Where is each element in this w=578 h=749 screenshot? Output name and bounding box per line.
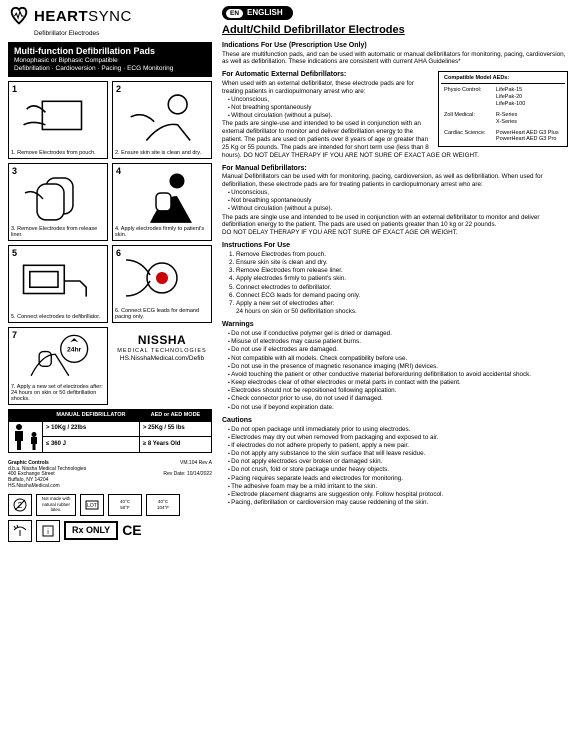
indications-section: Indications For Use (Prescription Use On… — [222, 42, 568, 66]
temp-icon: 40°C 50°F — [108, 494, 142, 516]
symbol-row: 2 Not made with natural rubber latex. LO… — [8, 494, 212, 516]
product-header: Multi-function Defibrillation Pads Monop… — [8, 42, 212, 77]
cautions-section: Cautions Do not open package until immed… — [222, 417, 568, 507]
lot-icon: LOT — [80, 494, 104, 516]
page-title: Adult/Child Defibrillator Electrodes — [222, 24, 568, 38]
brand-sub: Defibrillator Electrodes — [34, 30, 212, 38]
latex-free-icon: Not made with natural rubber latex. — [36, 494, 76, 516]
diagram-2: 22. Ensure skin site is clean and dry. — [112, 81, 212, 159]
diagram-1: 11. Remove Electrodes from pouch. — [8, 81, 108, 159]
language-badge: ENENGLISH — [222, 6, 293, 20]
ce-mark: CE — [122, 522, 141, 540]
consult-ifu-icon: i — [36, 520, 60, 542]
mode-table: MANUAL DEFIBRILLATORAED or AED MODE > 10… — [8, 409, 212, 453]
manual-section: For Manual Defibrillators: Manual Defibr… — [222, 165, 568, 238]
diagram-4: 44. Apply electrodes firmly to patient's… — [112, 163, 212, 241]
symbol-row-2: i Rx ONLY CE — [8, 520, 212, 542]
no-reuse-icon: 2 — [8, 494, 32, 516]
svg-text:i: i — [47, 529, 49, 536]
compat-table: Compatible Model AEDs: Physio Control:Li… — [438, 71, 568, 147]
revision-info: VM.104 Rev A Rev Date: 10/14/2022 — [92, 461, 212, 490]
diagram-7: 724hr7. Apply a new set of electrodes af… — [8, 327, 108, 405]
nissha-logo: NISSHA MEDICAL TECHNOLOGIES HS.NisshaMed… — [112, 333, 212, 403]
diagram-5: 55. Connect electrodes to defibrillator. — [8, 245, 108, 323]
rx-only-label: Rx ONLY — [64, 521, 118, 540]
warnings-section: Warnings Do not use if conductive polyme… — [222, 321, 568, 411]
manufacturer-info: Graphic Controls d.b.a. Nissha Medical T… — [8, 461, 86, 490]
temp-icon-2: 40°C 104°F — [146, 494, 180, 516]
svg-text:24hr: 24hr — [67, 347, 82, 354]
brand-logo: HEARTSYNC — [8, 6, 212, 28]
heart-icon — [8, 6, 30, 28]
diagram-3: 33. Remove Electrodes from release liner… — [8, 163, 108, 241]
svg-text:LOT: LOT — [87, 503, 97, 509]
keep-dry-icon — [8, 520, 32, 542]
brand-name: HEARTSYNC — [34, 8, 132, 27]
diagram-6: 66. Connect ECG leads for demand pacing … — [112, 245, 212, 323]
adult-icon — [12, 424, 26, 450]
child-icon — [29, 432, 39, 450]
instruction-diagrams: 11. Remove Electrodes from pouch. 22. En… — [8, 81, 212, 405]
instructions-section: Instructions For Use Remove Electrodes f… — [222, 242, 568, 316]
